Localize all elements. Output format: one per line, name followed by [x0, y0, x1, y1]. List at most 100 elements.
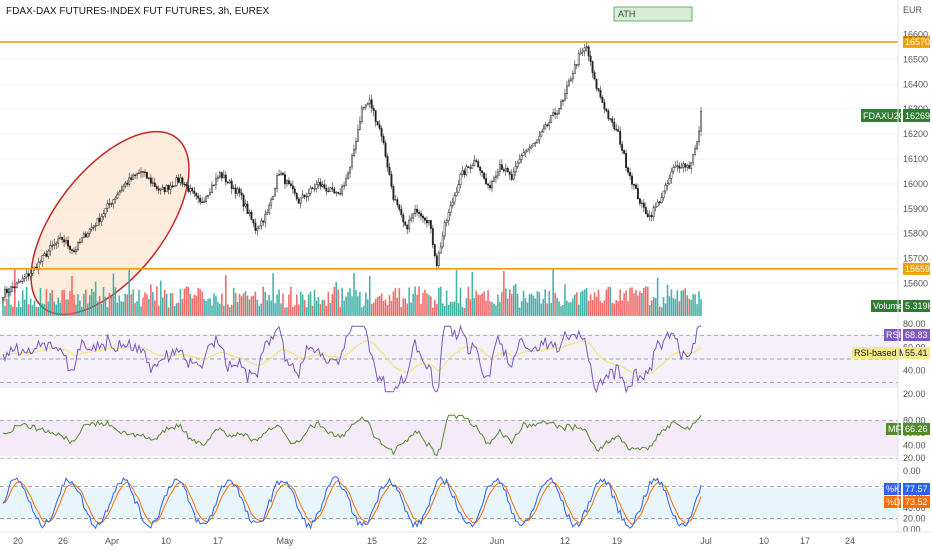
volume-bar	[45, 289, 48, 316]
price-tick-label: 16600	[903, 29, 928, 39]
time-tick-label: Apr	[105, 536, 119, 546]
volume-bar	[341, 288, 343, 316]
time-tick-label: 19	[612, 536, 622, 546]
candle-body	[76, 241, 79, 251]
volume-bar	[503, 271, 505, 316]
volume-bar	[71, 275, 73, 316]
rsi-ma-legend-name: RSI-based MA	[854, 348, 913, 358]
candle-body	[47, 250, 50, 257]
candle-body	[138, 172, 140, 174]
candle-body	[696, 141, 699, 149]
volume-bar	[412, 293, 414, 316]
volume-bar	[451, 302, 454, 316]
volume-bar	[392, 291, 395, 316]
volume-bar	[187, 286, 190, 316]
candle-body	[57, 238, 60, 244]
price-level-label: 15659	[905, 264, 930, 274]
volume-bar	[264, 291, 267, 316]
volume-bar	[195, 295, 198, 316]
volume-bar	[221, 293, 223, 316]
time-axis: 20 26 Apr 10 17 May 15 22 Jun 12 19 Jul 10 17 24	[0, 531, 932, 546]
volume-bar	[475, 290, 478, 316]
candle-body	[485, 178, 488, 185]
time-tick-label: May	[276, 536, 294, 546]
candle-body	[23, 276, 26, 279]
candle-body	[301, 194, 304, 199]
volume-bar	[489, 301, 491, 316]
candle-body	[195, 193, 198, 197]
candle-body	[384, 142, 387, 157]
volume-bar	[493, 303, 495, 316]
volume-bar	[94, 281, 97, 316]
volume-bar	[140, 306, 142, 316]
candle-body	[207, 194, 209, 198]
candle-body	[258, 225, 261, 229]
candle-body	[433, 244, 436, 257]
volume-bar	[175, 303, 178, 316]
volume-bar	[29, 298, 32, 316]
candle-body	[309, 187, 312, 194]
volume-bar	[185, 286, 188, 316]
candle-body	[98, 217, 101, 222]
volume-bar	[77, 294, 79, 316]
candle-body	[542, 128, 545, 133]
volume-bar	[284, 307, 286, 316]
candle-body	[82, 233, 85, 239]
volume-bar	[114, 287, 117, 316]
currency-label: EUR	[903, 5, 923, 15]
candle-body	[646, 213, 649, 217]
candle-body	[25, 273, 28, 278]
candle-body	[573, 64, 576, 75]
candle-body	[349, 166, 351, 174]
candle-body	[453, 195, 456, 203]
candle-body	[256, 228, 259, 231]
candle-body	[362, 106, 365, 109]
candle-body	[654, 206, 657, 208]
stoch-k-legend-name: %K	[886, 484, 900, 494]
volume-bar	[645, 286, 647, 316]
ath-box[interactable]: ATH	[613, 6, 693, 22]
candle-body	[260, 220, 263, 227]
candle-body	[305, 196, 308, 198]
candle-body	[282, 172, 284, 175]
volume-bar	[244, 291, 247, 316]
volume-bar	[619, 289, 621, 316]
volume-bar	[57, 297, 59, 316]
candle-body	[215, 177, 217, 186]
rsi-legend: RSI 68.83 RSI-based MA 55.41	[852, 329, 930, 359]
volume-bar	[100, 303, 103, 316]
candle-body	[280, 172, 282, 175]
candle-body	[116, 194, 119, 199]
price-tick-label: 15600	[903, 279, 928, 289]
candle-body	[21, 278, 24, 282]
volume-bar	[674, 298, 677, 316]
volume-legend: Volume 5.319K	[871, 300, 932, 312]
candle-body	[122, 185, 125, 191]
volume-bar	[388, 295, 391, 316]
volume-bar	[85, 289, 87, 316]
candle-body	[159, 188, 162, 191]
volume-bar	[223, 305, 225, 316]
volume-bar	[690, 299, 692, 316]
candle-body	[17, 281, 20, 284]
volume-bar	[621, 300, 623, 316]
candle-body	[595, 78, 598, 89]
candle-body	[7, 291, 10, 293]
volume-bar	[410, 302, 412, 316]
volume-bar	[142, 297, 144, 316]
candle-body	[479, 166, 482, 171]
volume-bar	[19, 307, 22, 316]
volume-bar	[177, 302, 180, 316]
volume-bar	[601, 303, 604, 316]
volume-bar	[402, 298, 405, 316]
volume-bar	[680, 290, 683, 316]
volume-bar	[61, 290, 63, 316]
volume-bar	[696, 304, 698, 316]
volume-bar	[152, 292, 154, 316]
candle-body	[191, 187, 194, 192]
volume-bar	[59, 302, 61, 316]
candle-body	[285, 180, 288, 185]
volume-bar	[248, 299, 251, 316]
candle-body	[100, 216, 103, 222]
candle-body	[406, 225, 409, 230]
